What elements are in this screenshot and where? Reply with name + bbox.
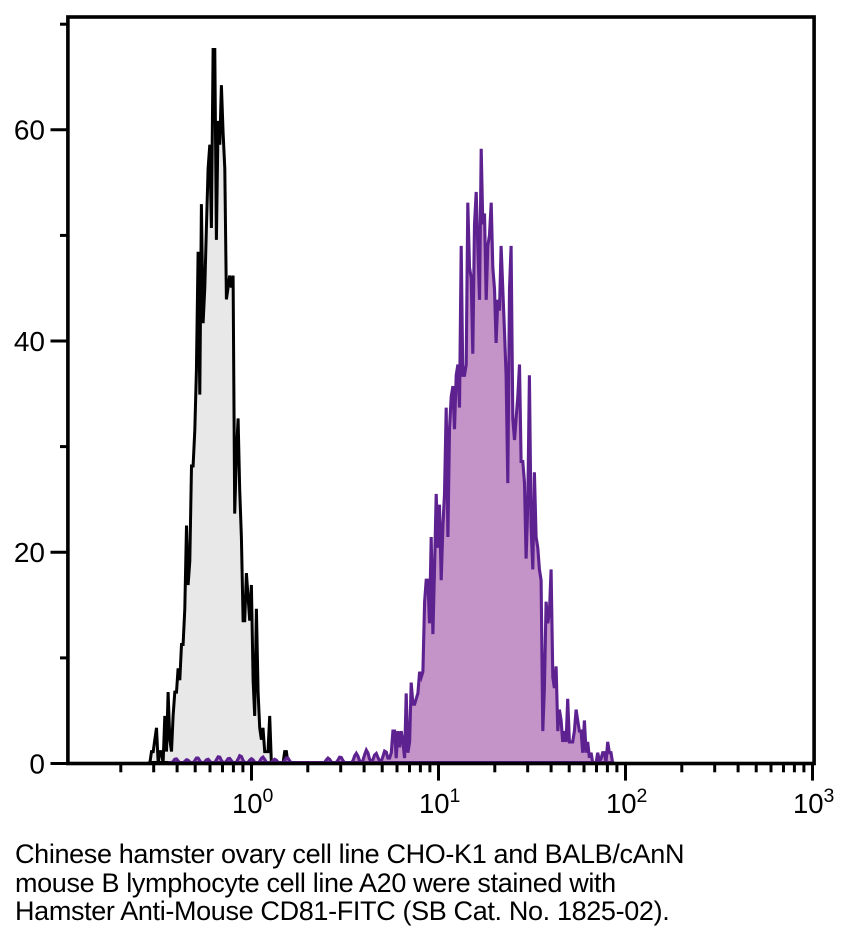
svg-text:10: 10 <box>232 788 263 819</box>
svg-text:10: 10 <box>419 788 450 819</box>
svg-text:0: 0 <box>29 748 45 779</box>
svg-text:2: 2 <box>637 785 648 807</box>
svg-text:0: 0 <box>263 785 274 807</box>
svg-text:60: 60 <box>14 115 45 146</box>
svg-text:3: 3 <box>824 785 835 807</box>
svg-text:10: 10 <box>793 788 824 819</box>
svg-text:10: 10 <box>606 788 637 819</box>
svg-text:20: 20 <box>14 537 45 568</box>
svg-text:40: 40 <box>14 326 45 357</box>
svg-text:1: 1 <box>450 785 461 807</box>
